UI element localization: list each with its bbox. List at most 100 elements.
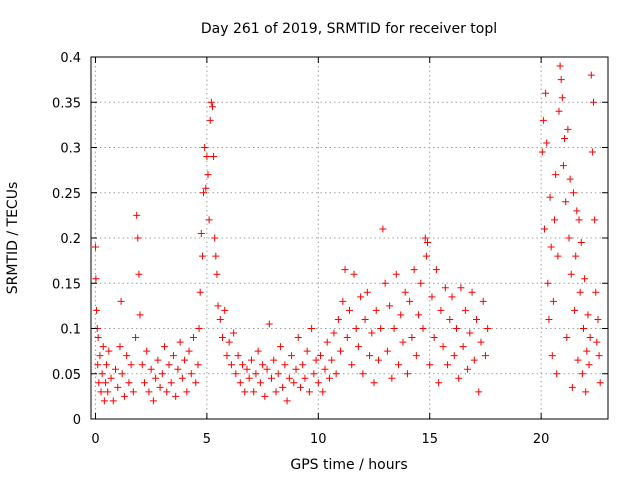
- data-point: [553, 370, 561, 378]
- data-point: [123, 352, 131, 360]
- data-point: [312, 356, 320, 364]
- data-point: [555, 107, 563, 115]
- data-point: [399, 338, 407, 346]
- data-point: [552, 171, 560, 179]
- data-point: [252, 370, 260, 378]
- data-point: [341, 266, 349, 274]
- data-point: [559, 162, 567, 170]
- data-point: [395, 361, 403, 369]
- y-tick-label: 0.25: [52, 187, 81, 202]
- data-point: [573, 207, 581, 215]
- data-point: [448, 293, 456, 301]
- data-point: [247, 356, 255, 364]
- data-point: [243, 365, 251, 373]
- data-point: [547, 243, 555, 251]
- data-point: [185, 347, 193, 355]
- data-point: [167, 379, 175, 387]
- data-point: [403, 370, 411, 378]
- data-point: [239, 361, 247, 369]
- data-point: [567, 270, 575, 278]
- data-point: [214, 302, 222, 310]
- x-tick-labels: 0 5 10 15 20: [91, 432, 549, 447]
- data-point: [132, 334, 140, 342]
- data-point: [551, 216, 559, 224]
- data-point: [565, 234, 573, 242]
- data-point: [296, 383, 304, 391]
- data-point: [412, 352, 420, 360]
- data-point: [585, 361, 593, 369]
- data-point: [363, 288, 371, 296]
- data-point: [314, 379, 322, 387]
- data-point: [410, 266, 418, 274]
- data-point: [105, 347, 113, 355]
- data-point: [98, 370, 106, 378]
- y-tick-label: 0: [73, 413, 81, 428]
- data-point: [96, 352, 104, 360]
- data-point: [118, 370, 126, 378]
- data-point: [561, 134, 569, 142]
- data-point: [419, 325, 427, 332]
- data-point: [218, 334, 226, 342]
- y-tick-label: 0.1: [60, 323, 81, 338]
- data-point: [321, 365, 329, 373]
- data-point: [109, 397, 117, 405]
- data-point: [475, 388, 483, 396]
- data-point: [227, 361, 235, 369]
- x-tick-label: 20: [533, 432, 550, 447]
- data-point: [587, 71, 595, 79]
- data-point: [292, 365, 300, 373]
- data-point: [370, 379, 378, 387]
- data-point: [117, 297, 125, 305]
- data-point: [564, 125, 572, 133]
- data-point: [558, 94, 566, 102]
- x-tick-label: 0: [91, 432, 99, 447]
- data-point: [361, 315, 369, 323]
- data-point: [204, 171, 212, 179]
- data-point: [346, 306, 353, 314]
- data-point: [232, 370, 240, 378]
- data-point: [423, 239, 431, 247]
- y-tick-label: 0.2: [60, 232, 81, 247]
- data-point: [571, 306, 579, 314]
- data-point: [584, 311, 592, 319]
- data-point: [582, 388, 590, 396]
- data-point: [557, 76, 565, 84]
- data-point: [225, 338, 233, 346]
- data-point: [100, 397, 108, 405]
- data-point: [479, 297, 487, 305]
- data-point: [190, 334, 198, 342]
- data-point: [303, 347, 311, 355]
- data-point: [569, 189, 577, 197]
- data-point: [112, 365, 120, 373]
- data-point: [368, 329, 376, 337]
- data-point: [459, 343, 467, 351]
- data-point: [211, 234, 219, 242]
- data-point: [299, 361, 307, 369]
- data-point: [103, 361, 111, 369]
- data-point: [366, 352, 374, 360]
- data-point: [201, 144, 209, 151]
- y-tick-label: 0.05: [52, 368, 81, 383]
- data-point: [435, 379, 443, 387]
- data-point: [325, 374, 333, 382]
- data-point: [426, 361, 434, 369]
- data-point: [408, 334, 416, 342]
- data-point: [259, 361, 267, 369]
- data-point: [372, 306, 380, 314]
- data-point: [444, 361, 452, 369]
- data-point: [352, 325, 360, 332]
- data-point: [294, 334, 302, 342]
- data-point: [187, 370, 195, 378]
- data-point: [125, 379, 133, 387]
- data-point: [379, 225, 387, 233]
- data-point: [317, 352, 325, 360]
- data-point: [332, 370, 340, 378]
- data-point: [223, 352, 231, 360]
- y-tick-label: 0.3: [60, 142, 81, 157]
- data-point: [305, 388, 313, 396]
- data-point: [205, 216, 213, 224]
- data-point: [357, 293, 365, 301]
- data-point: [208, 103, 216, 111]
- data-point: [406, 297, 414, 305]
- data-point: [202, 184, 210, 192]
